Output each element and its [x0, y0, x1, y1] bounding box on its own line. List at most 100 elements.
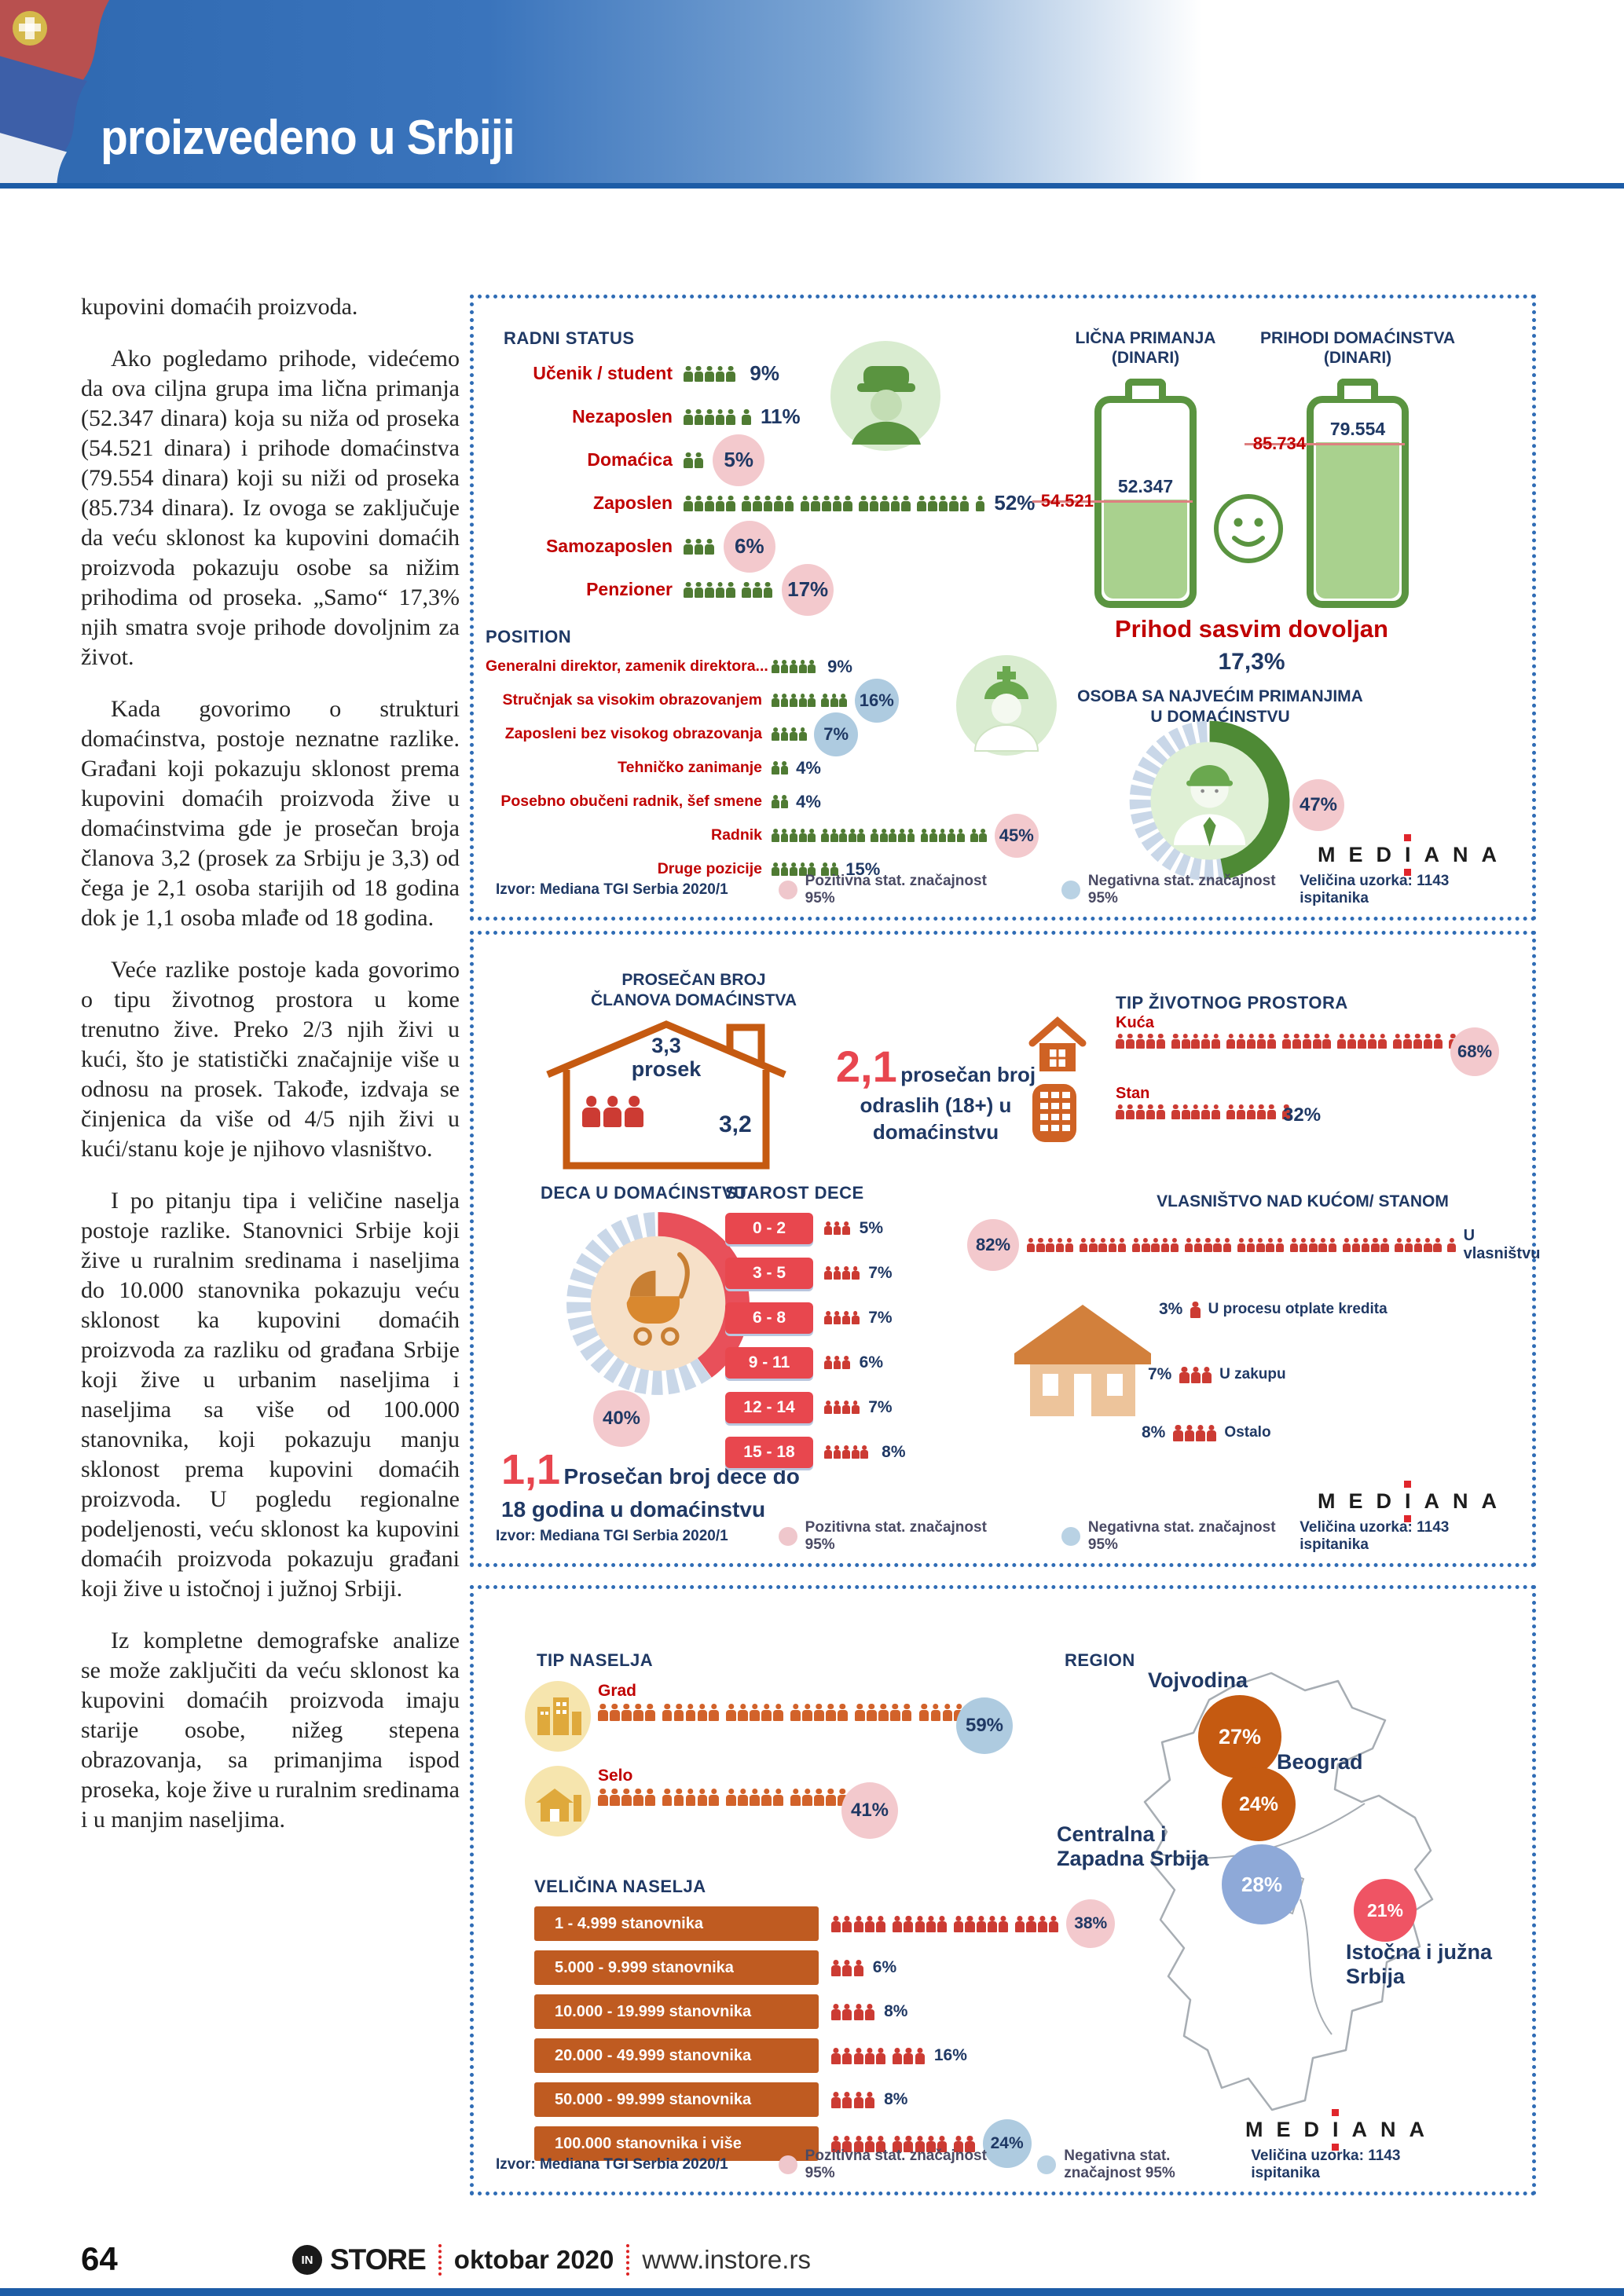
person-icon	[1108, 1238, 1117, 1253]
person-icon	[684, 366, 693, 382]
row-label: Ostalo	[1224, 1424, 1271, 1441]
person-icon	[1079, 1238, 1088, 1253]
person-icon	[926, 1916, 937, 1932]
chart-row: Zaposlen 52%	[504, 482, 1085, 525]
article-column: kupovini domaćih proizvoda. Ako pogledam…	[81, 292, 460, 1857]
page-number: 64	[81, 2240, 118, 2277]
chart-row: 7% U zakupu	[1148, 1365, 1286, 1384]
pictogram-row	[1027, 1238, 1457, 1253]
person-icon	[975, 496, 985, 511]
person-icon	[842, 2092, 852, 2108]
person-icon	[864, 2136, 875, 2152]
person-icon	[831, 1916, 841, 1932]
velicina-title: VELIČINA NASELJA	[534, 1877, 706, 1896]
row-label: Samozaposlen	[545, 536, 673, 556]
person-icon	[954, 2136, 964, 2152]
person-icon	[833, 1266, 841, 1280]
pictogram-row	[824, 1445, 874, 1459]
chart-title: PRIHODI DOMAĆINSTVA (DINARI)	[1259, 329, 1456, 367]
pictogram-row	[831, 2092, 876, 2108]
person-icon	[742, 496, 751, 511]
chart-row: Domaćica 5%	[504, 434, 1085, 486]
person-icon	[889, 829, 897, 843]
person-icon	[684, 452, 693, 468]
pictogram-row	[684, 496, 986, 511]
person-icon	[752, 496, 762, 511]
person-icon	[821, 862, 829, 877]
person-icon	[582, 1096, 601, 1128]
person-icon	[959, 496, 970, 511]
person-icon	[853, 2136, 863, 2152]
person-icon	[742, 409, 751, 425]
person-icon	[1179, 1367, 1190, 1383]
magazine-footer-group: IN STORE oktobar 2020 www.instore.rs	[292, 2243, 811, 2276]
person-icon	[842, 1401, 850, 1415]
person-icon	[1395, 1238, 1404, 1253]
person-icon	[790, 660, 797, 674]
person-icon	[1226, 1034, 1236, 1049]
radni-status-title: RADNI STATUS	[504, 328, 635, 348]
person-icon	[929, 829, 937, 843]
person-icon	[790, 862, 797, 877]
person-icon	[1223, 1238, 1232, 1253]
person-icon	[774, 496, 783, 511]
row-value: 7%	[868, 1308, 893, 1327]
person-icon	[802, 1789, 812, 1807]
person-icon	[726, 366, 735, 382]
person-icon	[831, 1960, 841, 1976]
person-icon	[842, 1916, 852, 1932]
age-range: 15 - 18	[725, 1436, 813, 1468]
average-line	[1245, 442, 1405, 445]
article-paragraph: Iz kompletne demografske analize se može…	[81, 1628, 460, 1833]
source-note: Izvor: Mediana TGI Serbia 2020/1	[496, 881, 728, 898]
apartment-icon	[1029, 1081, 1080, 1148]
article-paragraph: Ako pogledamo prihode, videćemo da ova c…	[81, 346, 460, 670]
person-icon	[876, 2136, 886, 2152]
person-icon	[780, 795, 789, 809]
person-icon	[694, 582, 704, 598]
chart-row: Radnik 45%	[486, 813, 1098, 858]
person-icon	[842, 1266, 850, 1280]
person-icon	[684, 496, 693, 511]
person-icon	[824, 1266, 832, 1280]
chart-row: Stručnjak sa visokim obrazovanjem 16%	[486, 678, 1098, 723]
person-icon	[609, 1789, 620, 1807]
person-icon	[1184, 1238, 1193, 1253]
person-icon	[632, 1704, 643, 1722]
row-value: 6%	[723, 520, 775, 573]
person-icon	[798, 694, 807, 708]
person-icon	[999, 1916, 1009, 1932]
average-value: 85.734	[1252, 433, 1306, 453]
person-icon	[851, 1401, 860, 1415]
person-icon	[1413, 1034, 1422, 1049]
chart-row: 15 - 18 8%	[725, 1430, 906, 1474]
age-range: 6 - 8	[725, 1302, 813, 1334]
person-icon	[833, 1221, 841, 1236]
row-label: Generalni direktor, zamenik direktora...	[486, 657, 768, 675]
person-icon	[1267, 1034, 1276, 1049]
person-icon	[904, 2048, 914, 2064]
chart-row: Tehničko zanimanje 4%	[486, 751, 1098, 785]
pictogram-row	[1190, 1302, 1201, 1318]
row-value: 17%	[782, 563, 834, 616]
person-icon	[842, 1221, 850, 1236]
person-icon	[750, 1789, 760, 1807]
person-icon	[1026, 1916, 1036, 1932]
pictogram-row	[772, 660, 821, 674]
person-icon	[609, 1704, 620, 1722]
person-icon	[1247, 1104, 1256, 1120]
person-icon	[1246, 1238, 1256, 1253]
pictogram-row	[684, 539, 716, 555]
person-icon	[780, 761, 789, 775]
battery-fill	[1316, 441, 1399, 599]
person-icon	[742, 582, 751, 598]
person-icon	[625, 1096, 643, 1128]
mediana-dot-icon	[1331, 2109, 1339, 2116]
row-value: 24%	[982, 2119, 1032, 2168]
person-icon	[644, 1789, 655, 1807]
row-label: Posebno obučeni radnik, šef smene	[500, 793, 762, 810]
person-icon	[833, 1445, 841, 1459]
size-range: 5.000 - 9.999 stanovnika	[534, 1950, 819, 1985]
person-icon	[694, 539, 704, 555]
prosek-value: 3,3 prosek	[631, 1034, 702, 1081]
